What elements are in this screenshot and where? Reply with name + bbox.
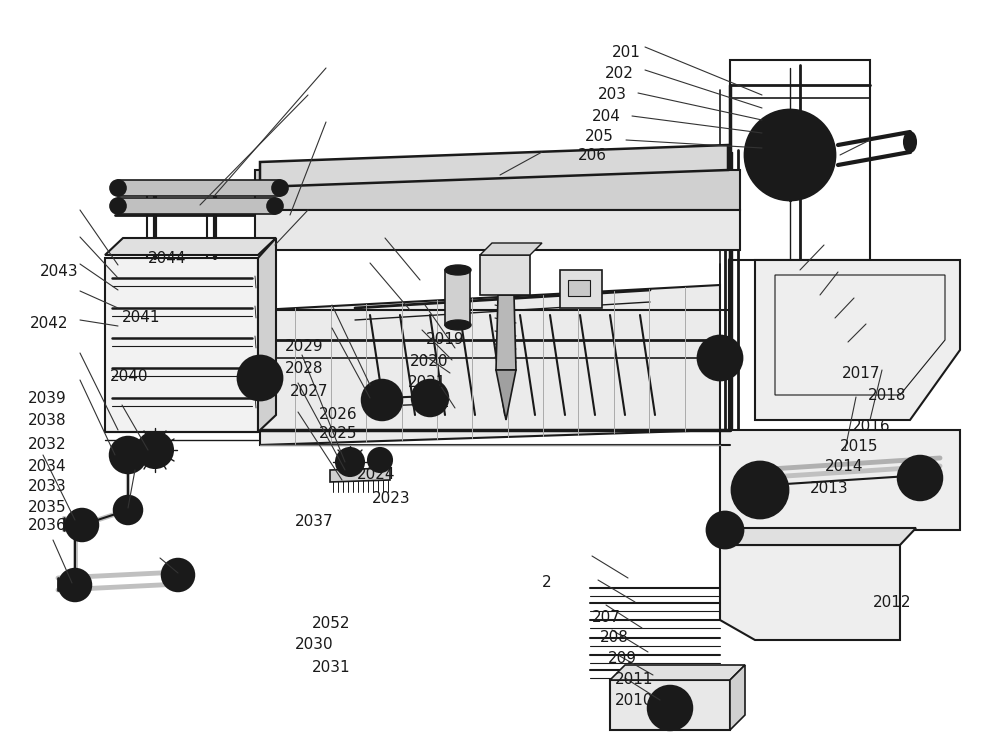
Polygon shape [720, 545, 900, 640]
Text: 2: 2 [542, 575, 552, 589]
Circle shape [110, 437, 146, 473]
Text: 204: 204 [592, 109, 621, 123]
Text: 2040: 2040 [110, 369, 148, 384]
Text: 2027: 2027 [290, 384, 328, 398]
Circle shape [648, 686, 692, 730]
Text: 208: 208 [600, 631, 629, 645]
Text: 2023: 2023 [372, 491, 411, 506]
Text: 2018: 2018 [868, 388, 906, 403]
Text: 2044: 2044 [148, 251, 186, 266]
Text: 201: 201 [612, 46, 641, 60]
Circle shape [362, 380, 402, 420]
Ellipse shape [744, 474, 776, 506]
Text: 209: 209 [608, 651, 637, 666]
Circle shape [412, 380, 448, 416]
Polygon shape [105, 238, 276, 255]
Text: 2028: 2028 [285, 362, 324, 376]
Text: 2026: 2026 [319, 407, 358, 422]
Text: 2052: 2052 [312, 616, 351, 631]
Polygon shape [720, 528, 916, 545]
Polygon shape [720, 430, 960, 530]
Polygon shape [755, 260, 960, 420]
Circle shape [238, 356, 282, 400]
Text: 203: 203 [598, 87, 627, 101]
Circle shape [368, 448, 392, 472]
Circle shape [162, 559, 194, 591]
Text: 2030: 2030 [295, 637, 334, 652]
Polygon shape [258, 238, 276, 432]
Text: 2031: 2031 [312, 660, 351, 675]
Text: 2013: 2013 [810, 481, 849, 496]
Text: 2032: 2032 [28, 437, 67, 452]
Text: 2042: 2042 [30, 316, 68, 331]
Polygon shape [260, 145, 728, 187]
Circle shape [707, 512, 743, 548]
Text: 2038: 2038 [28, 413, 67, 428]
Text: 2019: 2019 [426, 332, 465, 347]
Text: 2037: 2037 [295, 514, 334, 529]
Text: 2014: 2014 [825, 459, 864, 474]
Ellipse shape [445, 265, 471, 275]
Circle shape [336, 448, 364, 476]
Text: 2012: 2012 [873, 595, 912, 610]
Text: 202: 202 [605, 66, 634, 81]
Circle shape [745, 110, 835, 200]
Text: 2015: 2015 [840, 439, 879, 453]
Ellipse shape [267, 198, 283, 214]
Text: 2017: 2017 [842, 366, 881, 381]
Ellipse shape [898, 456, 942, 500]
Circle shape [59, 569, 91, 601]
Circle shape [698, 336, 742, 380]
Polygon shape [105, 258, 258, 432]
Text: 2010: 2010 [615, 693, 654, 708]
Text: 2021: 2021 [408, 375, 446, 390]
Polygon shape [730, 665, 745, 730]
Text: 2033: 2033 [28, 479, 67, 494]
Circle shape [762, 127, 818, 183]
Bar [568, 280, 590, 296]
Circle shape [137, 432, 173, 468]
Text: 2025: 2025 [319, 426, 358, 441]
Circle shape [66, 509, 98, 541]
Text: 2035: 2035 [28, 500, 67, 514]
Ellipse shape [110, 180, 126, 196]
Circle shape [114, 496, 142, 524]
Polygon shape [260, 170, 728, 212]
Polygon shape [260, 285, 720, 445]
Bar [445, 270, 470, 325]
Text: 2029: 2029 [285, 340, 324, 354]
Ellipse shape [732, 462, 788, 518]
Polygon shape [330, 468, 390, 482]
Bar [560, 270, 602, 308]
Circle shape [715, 520, 735, 540]
Polygon shape [118, 180, 280, 196]
Text: 205: 205 [585, 129, 614, 144]
Polygon shape [610, 665, 745, 680]
Text: 2039: 2039 [28, 391, 67, 406]
Text: 2024: 2024 [357, 467, 396, 481]
Polygon shape [496, 370, 516, 420]
Circle shape [780, 145, 800, 165]
Polygon shape [118, 198, 275, 214]
Polygon shape [496, 295, 516, 370]
Text: 2043: 2043 [40, 265, 79, 279]
Polygon shape [255, 210, 740, 250]
Polygon shape [255, 170, 740, 210]
Text: 2020: 2020 [410, 354, 448, 369]
Text: 2011: 2011 [615, 672, 654, 686]
Text: 206: 206 [578, 148, 607, 163]
Ellipse shape [445, 320, 471, 330]
Text: 2034: 2034 [28, 459, 67, 474]
Text: 2022: 2022 [412, 395, 450, 410]
Ellipse shape [272, 180, 288, 196]
Text: 2041: 2041 [122, 310, 160, 325]
Ellipse shape [904, 132, 916, 152]
Ellipse shape [110, 198, 126, 214]
Polygon shape [610, 680, 730, 730]
Bar [480, 255, 530, 295]
Text: 2016: 2016 [852, 419, 891, 434]
Text: 207: 207 [592, 610, 621, 625]
Polygon shape [480, 243, 542, 255]
Text: 2036: 2036 [28, 518, 67, 533]
